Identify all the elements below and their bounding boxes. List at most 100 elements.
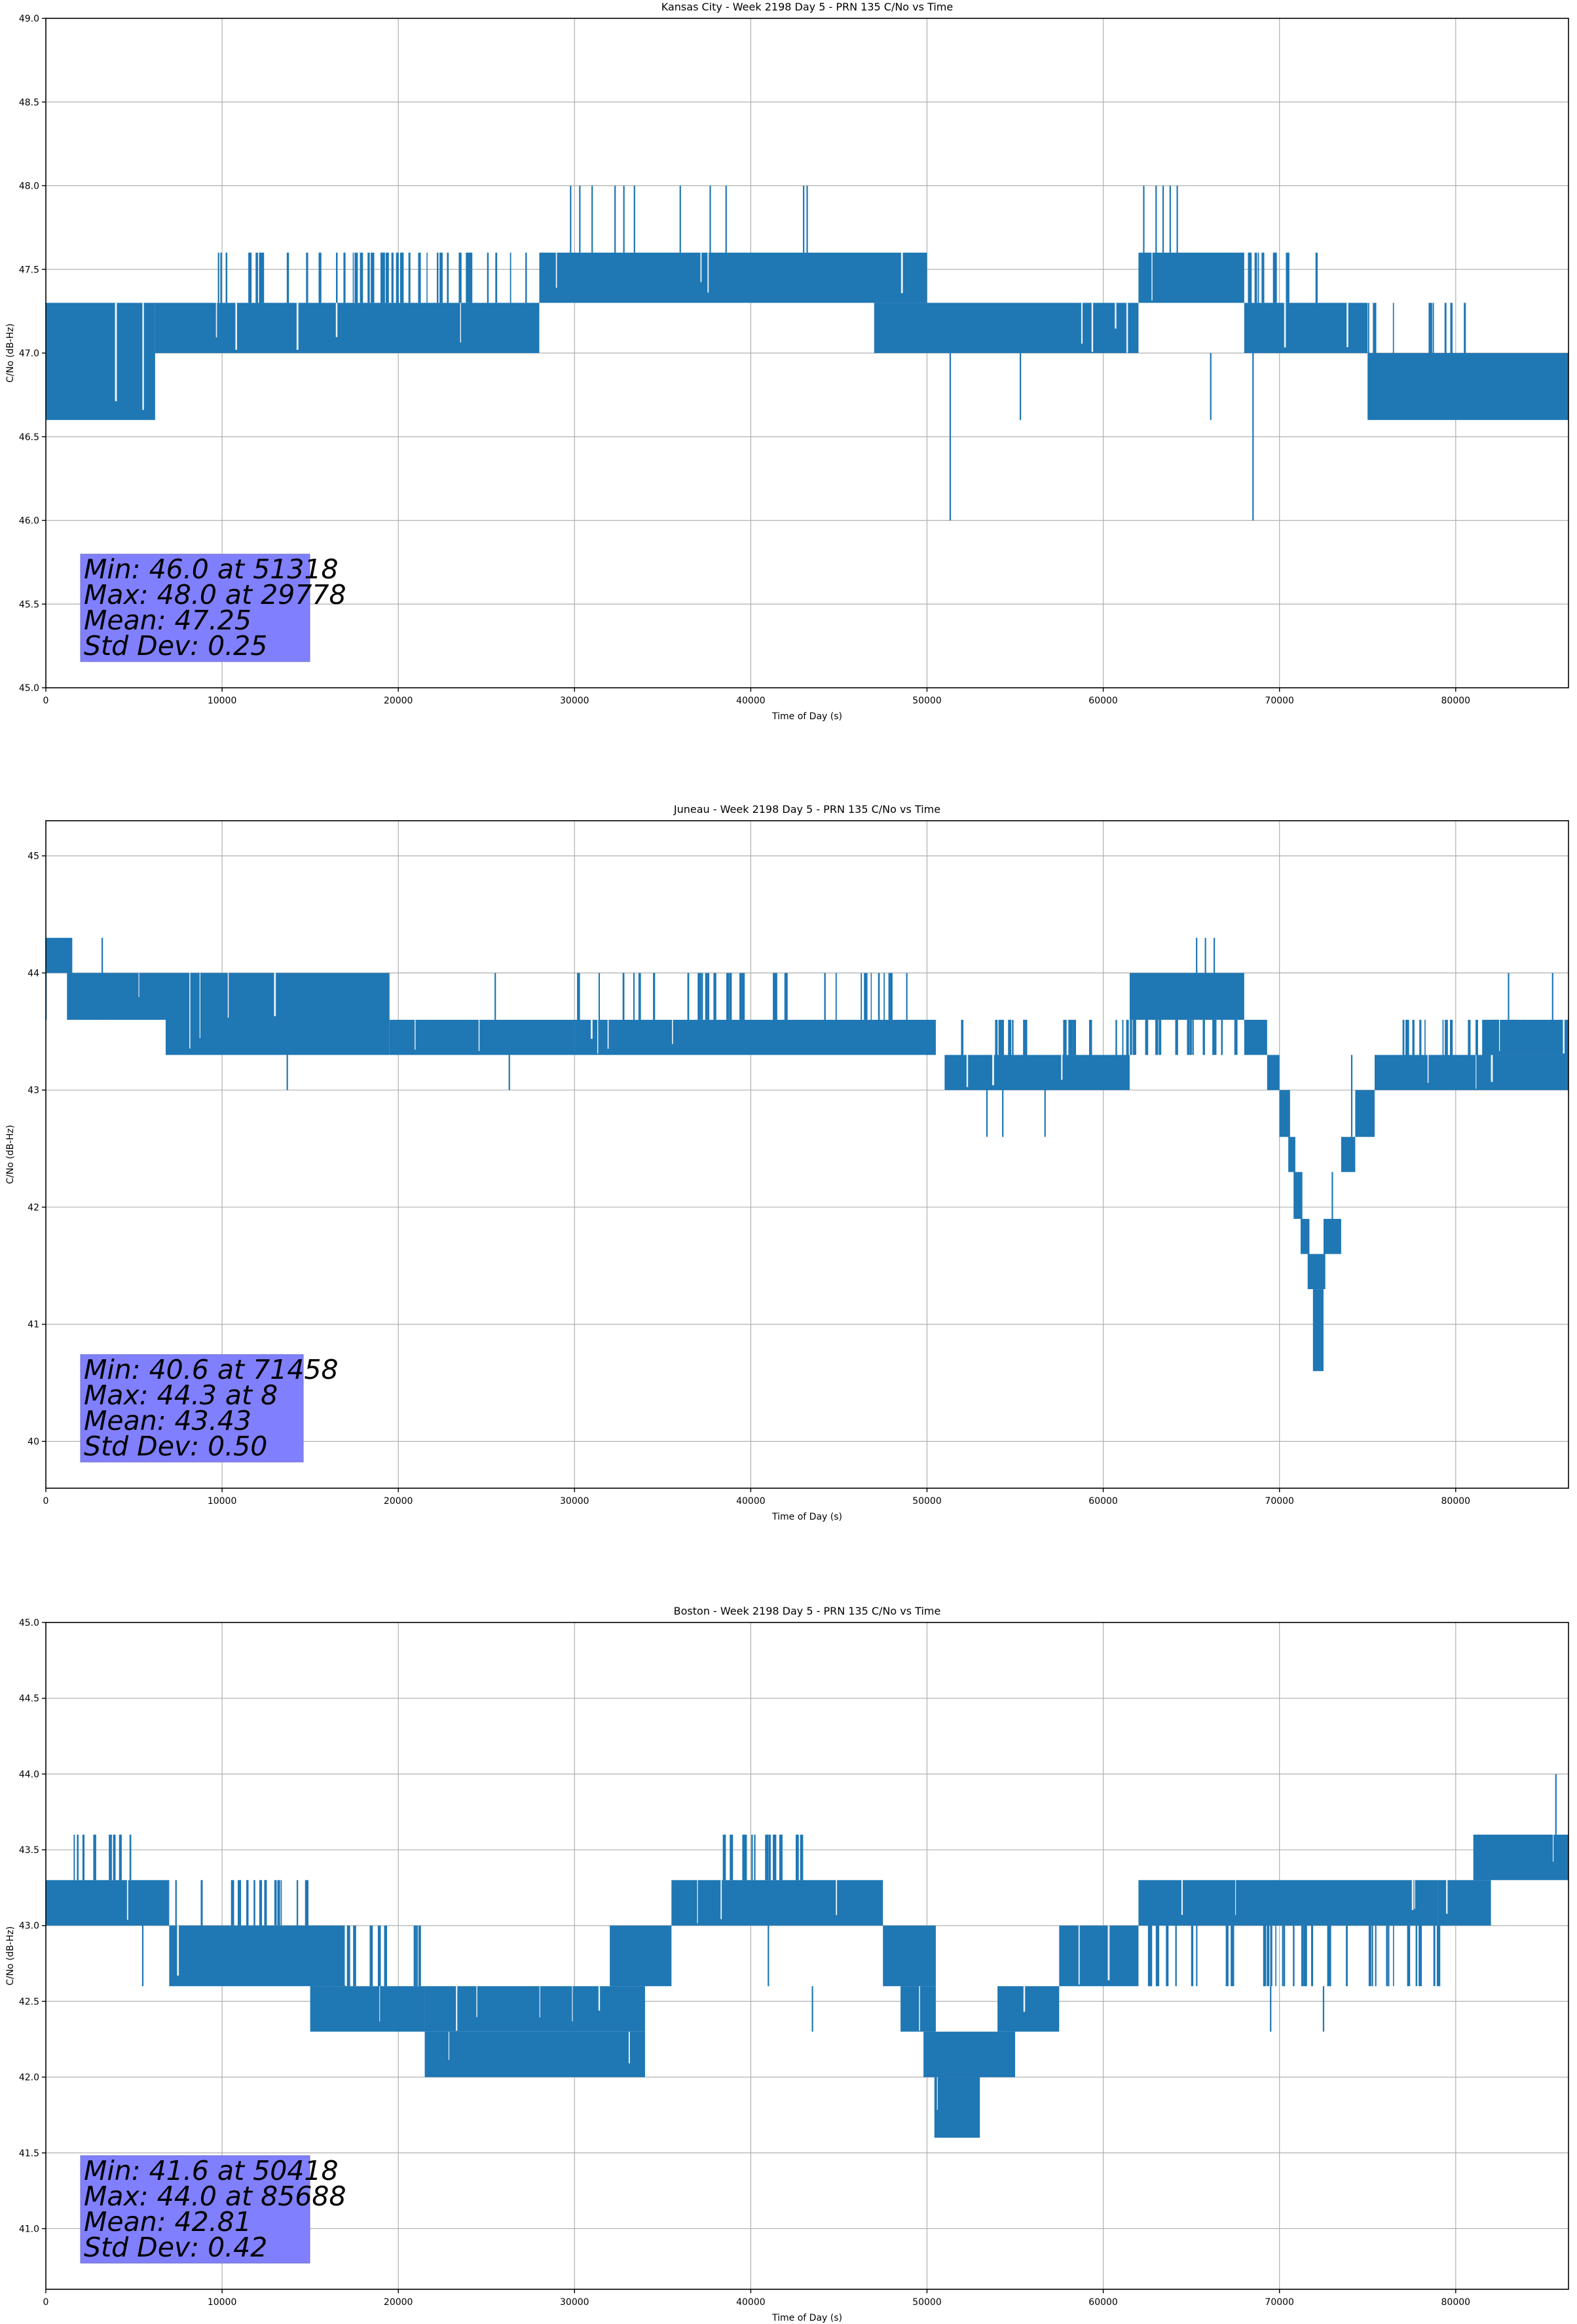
signal-excursion	[1069, 1019, 1073, 1055]
plot-frame	[45, 18, 1569, 688]
signal-gap	[1235, 1880, 1236, 1915]
chart-panel-2: Juneau - Week 2198 Day 5 - PRN 135 C/No …	[5, 803, 1569, 1522]
signal-excursion	[726, 973, 730, 1020]
signal-excursion	[369, 1925, 373, 1987]
signal-gap	[215, 303, 217, 338]
signal-excursion	[447, 252, 449, 303]
signal-excursion	[385, 252, 389, 303]
signal-excursion	[318, 252, 322, 303]
signal-gap	[836, 1880, 838, 1915]
y-tick-label: 42.5	[19, 1996, 39, 2007]
signal-gap	[115, 303, 117, 402]
signal-excursion	[1196, 1925, 1198, 1987]
x-tick-label: 70000	[1265, 696, 1294, 706]
signal-excursion	[360, 252, 363, 303]
y-tick-label: 43	[28, 1085, 39, 1096]
stats-line: Mean: 43.43	[84, 1405, 251, 1436]
signal-excursion	[458, 252, 462, 303]
signal-excursion	[1450, 1019, 1453, 1055]
signal-series	[46, 1774, 1568, 2138]
signal-excursion	[510, 252, 511, 303]
signal-band	[1438, 1880, 1491, 1926]
signal-band	[169, 1925, 346, 1987]
signal-gap	[274, 973, 276, 1017]
y-tick-label: 41.0	[19, 2224, 39, 2234]
signal-excursion	[1088, 1019, 1092, 1055]
x-axis-label: Time of Day (s)	[771, 711, 842, 722]
signal-band	[1355, 1090, 1375, 1137]
signal-excursion	[961, 1019, 964, 1055]
signal-excursion	[835, 973, 837, 1020]
signal-excursion	[906, 973, 908, 1020]
signal-excursion	[1063, 1019, 1067, 1055]
signal-gap	[628, 2031, 630, 2064]
signal-excursion	[1315, 252, 1318, 303]
signal-band	[1312, 1289, 1324, 1372]
signal-band	[46, 303, 155, 421]
signal-excursion	[864, 973, 868, 1020]
signal-gap	[1151, 252, 1153, 301]
signal-excursion	[888, 973, 893, 1020]
signal-excursion	[1257, 252, 1259, 303]
signal-excursion	[722, 1834, 726, 1881]
signal-excursion	[439, 252, 443, 303]
signal-band	[697, 1880, 883, 1926]
signal-excursion	[119, 1834, 122, 1881]
signal-excursion	[237, 1880, 242, 1926]
signal-gap	[1078, 1925, 1080, 1985]
signal-band	[574, 1019, 936, 1055]
signal-excursion	[713, 973, 716, 1020]
signal-excursion	[200, 1880, 203, 1926]
signal-excursion	[371, 252, 375, 303]
stats-line: Std Dev: 0.25	[84, 630, 267, 662]
x-tick-label: 50000	[912, 1496, 942, 1507]
signal-excursion	[1475, 1019, 1478, 1055]
signal-excursion	[1175, 1925, 1177, 1987]
signal-excursion	[346, 1925, 350, 1987]
signal-excursion	[353, 1925, 356, 1987]
signal-gap	[919, 1986, 920, 2031]
signal-excursion	[1419, 1925, 1422, 1987]
signal-excursion	[296, 1880, 299, 1926]
signal-band	[1300, 1218, 1310, 1254]
signal-excursion	[1303, 1925, 1307, 1987]
signal-excursion	[870, 973, 872, 1020]
signal-excursion	[1432, 303, 1434, 353]
signal-excursion	[1386, 1925, 1388, 1987]
signal-gap	[456, 1986, 458, 2031]
signal-band	[1293, 1172, 1303, 1219]
signal-excursion	[765, 1834, 769, 1881]
signal-band	[1059, 1925, 1139, 1987]
signal-band	[944, 1055, 1130, 1091]
signal-band	[1473, 1834, 1568, 1881]
signal-band	[883, 1925, 936, 1987]
signal-gap	[707, 252, 709, 293]
signal-excursion	[1442, 1019, 1444, 1055]
signal-band	[165, 973, 390, 1055]
signal-excursion	[1412, 1019, 1415, 1055]
signal-excursion	[1445, 1019, 1448, 1055]
signal-gap	[142, 303, 144, 410]
signal-excursion	[786, 973, 788, 1020]
signal-band	[1267, 1055, 1280, 1091]
signal-band	[1244, 1019, 1267, 1055]
signal-gap	[1061, 1055, 1063, 1080]
signal-excursion	[399, 252, 404, 303]
signal-excursion	[175, 1880, 177, 1926]
signal-gap	[296, 303, 299, 350]
signal-excursion	[408, 252, 411, 303]
x-tick-label: 40000	[736, 1496, 766, 1507]
signal-excursion	[1254, 252, 1257, 303]
signal-gap	[177, 1925, 179, 1976]
signal-excursion	[1155, 1019, 1158, 1055]
signal-gap	[1346, 303, 1348, 347]
signal-band	[1307, 1254, 1326, 1290]
signal-excursion	[426, 252, 428, 303]
signal-band	[1374, 1055, 1568, 1091]
signal-excursion	[306, 252, 308, 303]
signal-band	[424, 2031, 645, 2078]
signal-gap	[1475, 1055, 1477, 1089]
